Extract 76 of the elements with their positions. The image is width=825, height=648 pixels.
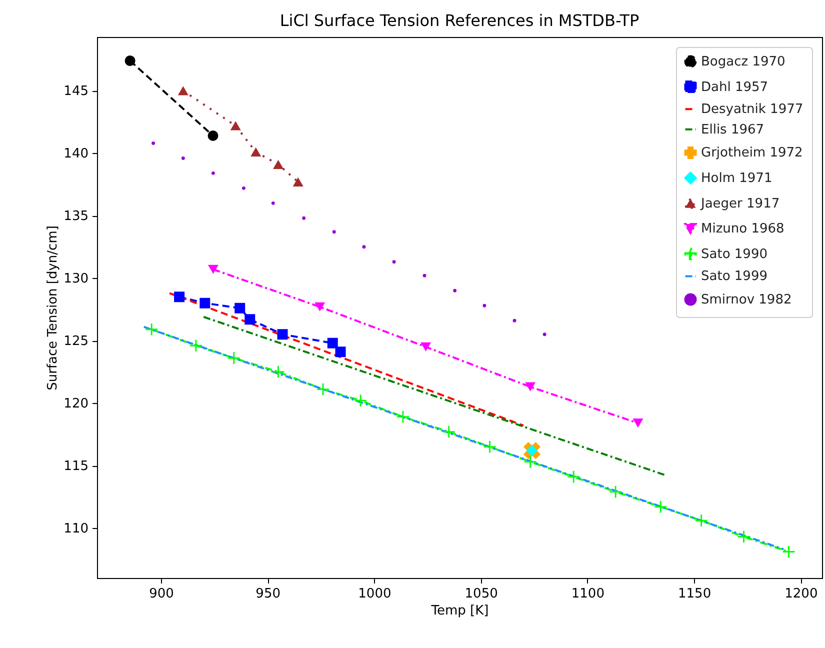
point: [228, 352, 240, 364]
point: [422, 274, 426, 278]
point: [208, 130, 218, 141]
point: [314, 302, 326, 312]
point: [420, 342, 432, 352]
legend-label: Jaeger 1917: [700, 196, 780, 212]
y-tick-label: 140: [64, 146, 88, 162]
point: [271, 201, 275, 205]
legend-label: Bogacz 1970: [701, 54, 786, 70]
point: [181, 156, 185, 160]
y-tick-label: 145: [64, 84, 88, 100]
point: [392, 260, 396, 264]
point: [632, 418, 644, 428]
point: [190, 340, 202, 352]
legend-label: Dahl 1957: [701, 80, 768, 95]
legend-label: Smirnov 1982: [701, 292, 792, 308]
point: [327, 338, 338, 348]
point: [354, 394, 366, 406]
point: [512, 318, 516, 322]
x-axis-title: Temp [K]: [430, 604, 489, 618]
point: [178, 86, 188, 96]
point: [273, 160, 284, 169]
x-tick-label: 900: [149, 586, 174, 602]
point: [124, 56, 136, 66]
point: [568, 470, 580, 483]
x-tick-label: 1200: [784, 586, 818, 602]
point: [317, 383, 329, 396]
x-tick-label: 1000: [358, 586, 392, 602]
point: [332, 230, 336, 234]
point: [335, 346, 346, 358]
legend-label: Mizuno 1968: [701, 222, 784, 237]
point: [200, 298, 210, 308]
y-tick-label: 130: [64, 272, 88, 287]
y-tick-label: 125: [64, 334, 88, 350]
x-tick-label: 1100: [571, 586, 604, 602]
legend-label: Sato 1999: [701, 269, 768, 284]
legend-label: Sato 1990: [701, 246, 768, 262]
point: [250, 147, 262, 156]
point: [782, 546, 795, 558]
legend-label: Ellis 1967: [701, 122, 764, 138]
point: [244, 314, 256, 325]
point: [242, 186, 246, 190]
point: [482, 304, 486, 308]
point: [302, 216, 306, 220]
legend-label: Holm 1971: [701, 171, 772, 186]
point: [362, 245, 366, 249]
point: [272, 366, 284, 378]
y-tick-label: 115: [64, 459, 88, 474]
chart-title: LiCl Surface Tension References in MSTDB-TP: [280, 11, 640, 30]
x-tick-label: 1150: [678, 586, 712, 602]
point: [525, 382, 536, 392]
point: [610, 486, 622, 498]
x-tick-label: 1050: [464, 586, 498, 602]
point: [484, 440, 496, 453]
point: [542, 332, 546, 336]
y-axis-title: Surface Tension [dyn/cm]: [46, 226, 61, 390]
point: [738, 530, 750, 543]
point: [277, 329, 288, 340]
x-tick-label: 950: [256, 586, 280, 602]
point: [524, 456, 536, 468]
point: [453, 288, 457, 292]
point: [211, 171, 215, 175]
point: [230, 121, 241, 130]
y-tick-label: 135: [64, 209, 88, 224]
point: [174, 292, 185, 302]
y-tick-label: 110: [64, 522, 88, 537]
point: [152, 141, 156, 145]
point: [442, 426, 455, 438]
point: [292, 177, 304, 186]
point: [208, 264, 218, 274]
legend-label: Desyatnik 1977: [701, 102, 804, 118]
point: [234, 302, 246, 314]
point: [146, 323, 158, 336]
y-tick-label: 120: [64, 396, 88, 412]
legend-label: Grjotheim 1972: [701, 146, 803, 161]
point: [654, 500, 666, 513]
